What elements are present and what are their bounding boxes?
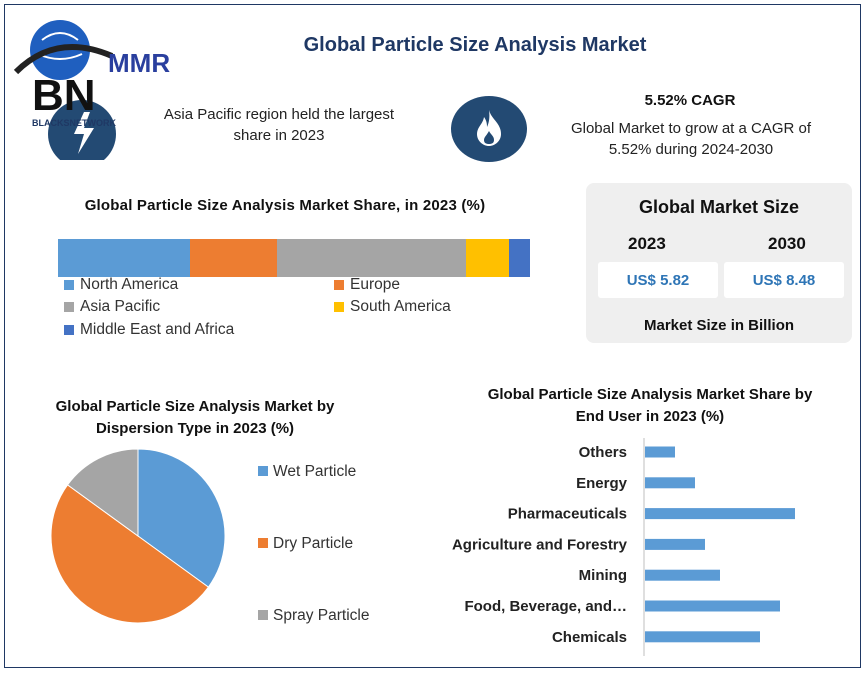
tick-label-others: Others — [579, 444, 627, 461]
legend-label: Asia Pacific — [80, 298, 161, 315]
tick-label-agriculture-and-forestry: Agriculture and Forestry — [452, 536, 628, 553]
regional-share-bar — [58, 239, 530, 277]
share-segment-middle-east-and-africa — [508, 239, 530, 277]
legend-label: Dry Particle — [273, 535, 353, 552]
legend-label: South America — [350, 298, 451, 315]
market-value-2023: US$ 5.82 — [598, 262, 718, 298]
legend-north-america: North America — [64, 276, 178, 294]
legend-swatch — [258, 538, 268, 548]
legend-asia-pacific: Asia Pacific — [64, 298, 160, 316]
pie-legend-dry-particle: Dry Particle — [258, 535, 353, 552]
share-segment-south-america — [466, 239, 509, 277]
tick-label-chemicals: Chemicals — [552, 629, 627, 646]
regional-share-legend: North America Europe Asia Pacific South Ame… — [64, 276, 484, 346]
legend-label: Europe — [350, 276, 400, 293]
market-value-2030: US$ 8.48 — [724, 262, 844, 298]
bar-mining — [645, 569, 720, 581]
market-size-unit-note: Market Size in Billion — [643, 317, 795, 334]
flame-icon — [477, 110, 501, 146]
svg-text:BLACKSNETWORK: BLACKSNETWORK — [32, 118, 116, 128]
region-highlight-text: Asia Pacific region held the largest sha… — [163, 106, 395, 144]
legend-swatch — [334, 280, 344, 290]
year-2023-label: 2023 — [628, 234, 666, 253]
pie-legend-wet-particle: Wet Particle — [258, 463, 356, 480]
cagr-heading: 5.52% CAGR — [644, 92, 736, 109]
legend-europe: Europe — [334, 276, 400, 294]
svg-text:MMR: MMR — [108, 48, 170, 78]
legend-swatch — [334, 302, 344, 312]
cagr-description: Global Market to grow at a CAGR of 5.52%… — [570, 120, 812, 158]
dispersion-pie-chart: Wet Particle Dry Particle Spray Particle — [50, 448, 369, 624]
regional-share-title: Global Particle Size Analysis Market Sha… — [84, 197, 486, 214]
share-segment-asia-pacific — [277, 239, 467, 277]
legend-label: Wet Particle — [273, 463, 356, 480]
flame-badge — [451, 96, 527, 162]
pie-slice-dry-particle — [50, 484, 210, 624]
legend-swatch — [64, 325, 74, 335]
tick-label-mining: Mining — [579, 567, 627, 584]
svg-text:BN: BN — [32, 71, 96, 120]
pie-slice-wet-particle — [137, 448, 226, 588]
end-user-chart-title: Global Particle Size Analysis Market Sha… — [487, 386, 813, 425]
page-title: Global Particle Size Analysis Market — [303, 34, 647, 56]
bar-agriculture-and-forestry — [645, 538, 705, 550]
lightning-icon — [74, 112, 94, 154]
tick-label-energy: Energy — [576, 475, 628, 492]
bar-others — [645, 446, 675, 458]
legend-swatch — [64, 302, 74, 312]
tick-label-pharmaceuticals: Pharmaceuticals — [508, 506, 627, 523]
market-size-title: Global Market Size — [638, 197, 800, 217]
legend-label: North America — [80, 276, 179, 293]
legend-swatch — [258, 610, 268, 620]
year-2030-label: 2030 — [768, 234, 806, 253]
bar-pharmaceuticals — [645, 508, 795, 520]
legend-label: Middle East and Africa — [80, 321, 235, 338]
company-logo: MMR BN BLACKSNETWORK — [13, 20, 170, 160]
end-user-bar-chart: Others Energy Pharmaceuticals Agriculture a… — [452, 438, 795, 656]
bar-chemicals — [645, 631, 760, 643]
infographic-frame — [4, 4, 861, 668]
pie-slice-spray-particle — [66, 448, 139, 537]
market-size-panel: Global Market Size 2023 2030 US$ 5.82 US… — [586, 183, 852, 343]
share-segment-europe — [190, 239, 278, 277]
legend-middle-east-and-africa: Middle East and Africa — [64, 321, 234, 339]
legend-swatch — [64, 280, 74, 290]
dispersion-pie-title: Global Particle Size Analysis Market by … — [55, 398, 335, 437]
legend-swatch — [258, 466, 268, 476]
share-segment-north-america — [58, 239, 191, 277]
bar-energy — [645, 477, 695, 489]
tick-label-food-beverage-and: Food, Beverage, and… — [464, 598, 627, 615]
pie-legend-spray-particle: Spray Particle — [258, 607, 369, 624]
legend-label: Spray Particle — [273, 607, 369, 624]
bar-food-beverage-and — [645, 600, 780, 612]
legend-south-america: South America — [334, 298, 451, 316]
